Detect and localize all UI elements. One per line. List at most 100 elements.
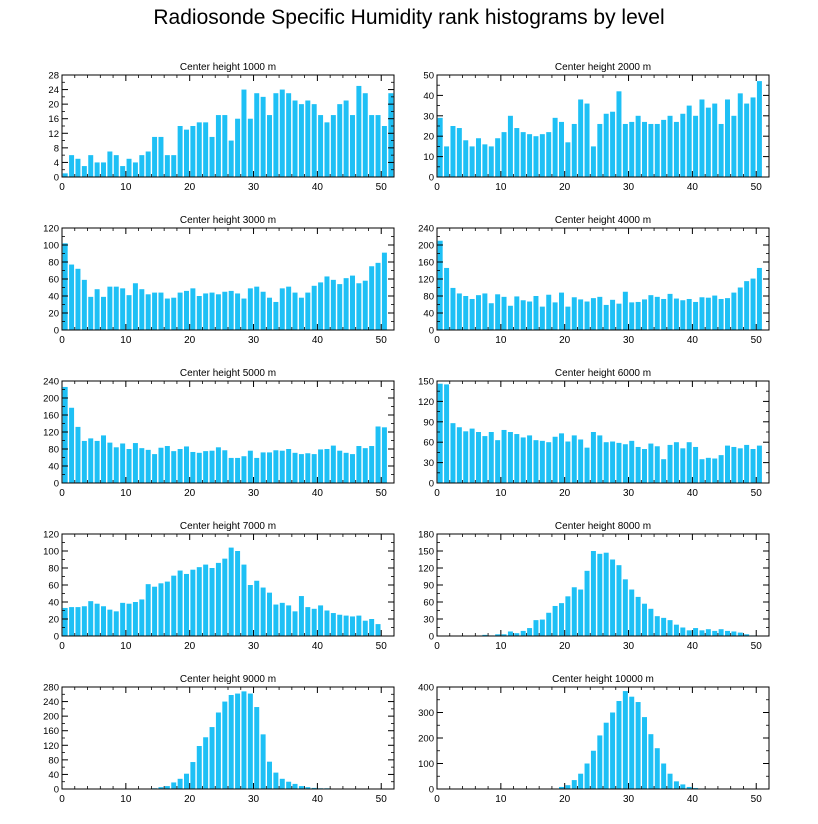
histogram-bar	[381, 252, 387, 330]
histogram-bar	[298, 786, 304, 789]
histogram-bar	[476, 295, 481, 330]
x-tick-label: 50	[376, 641, 388, 652]
histogram-bar	[693, 628, 699, 636]
histogram-bar	[725, 99, 730, 177]
histogram-bar	[381, 427, 387, 483]
x-tick-label: 10	[120, 794, 132, 805]
histogram-bar	[107, 286, 113, 330]
histogram-bar	[235, 293, 241, 330]
histogram-bar	[705, 107, 711, 177]
histogram-bar	[520, 437, 526, 483]
histogram-bar	[590, 432, 596, 483]
histogram-bar	[247, 693, 253, 789]
histogram-bar	[113, 611, 119, 636]
histogram-bar	[203, 564, 209, 636]
panel-title: Center height 5000 m	[180, 368, 276, 379]
histogram-bar	[152, 292, 158, 330]
histogram-bar	[667, 444, 673, 483]
histogram-bar	[69, 264, 75, 330]
histogram-bar	[267, 761, 272, 789]
x-tick-label: 20	[559, 182, 571, 193]
histogram-bar	[661, 298, 667, 330]
histogram-bar	[546, 612, 552, 636]
histogram-bar	[337, 284, 343, 330]
y-tick-label: 240	[43, 377, 59, 388]
plot-frame	[436, 533, 770, 637]
x-tick-label: 10	[120, 488, 132, 499]
histogram-bar	[101, 162, 106, 177]
x-tick-label: 50	[751, 335, 763, 346]
histogram-bar	[120, 166, 126, 177]
histogram-panel-3: Center height 3000 m 0 10 20 30 40 50 0 20 40 60 80…	[43, 215, 395, 346]
histogram-bar	[375, 624, 381, 636]
histogram-bar	[705, 629, 711, 636]
histogram-bar	[610, 712, 616, 789]
x-tick-label: 20	[184, 488, 196, 499]
histogram-bar	[622, 691, 628, 789]
x-tick-label: 40	[312, 488, 324, 499]
y-tick-label: 240	[418, 224, 434, 235]
histogram-bar	[539, 440, 545, 483]
histogram-panel-7: Center height 7000 m 0 10 20 30 40 50 0 20 40 60 80…	[43, 521, 395, 652]
histogram-bar	[139, 155, 145, 177]
histogram-bar	[482, 293, 488, 330]
histogram-bar	[222, 115, 228, 177]
histogram-bar	[203, 122, 209, 177]
histogram-bar	[388, 93, 394, 177]
histogram-bar	[539, 134, 545, 177]
x-tick-label: 0	[434, 794, 440, 805]
y-tick-label: 120	[418, 275, 434, 286]
x-tick-label: 40	[687, 488, 699, 499]
x-tick-label: 10	[495, 335, 507, 346]
histogram-bar	[247, 585, 253, 636]
histogram-bar	[152, 586, 158, 636]
panel-title: Center height 2000 m	[555, 62, 651, 73]
histogram-bar	[476, 432, 481, 483]
histogram-bar	[164, 581, 170, 636]
histogram-bar	[260, 734, 266, 789]
histogram-bar	[177, 449, 183, 483]
y-tick-label: 200	[418, 734, 434, 745]
histogram-bar	[552, 302, 558, 331]
histogram-bar	[81, 279, 87, 330]
histogram-bar	[305, 453, 311, 483]
x-tick-label: 20	[559, 794, 571, 805]
histogram-bar	[673, 298, 679, 330]
y-tick-label: 20	[48, 100, 59, 111]
histogram-bar	[642, 717, 647, 789]
histogram-bar	[139, 599, 145, 636]
histogram-bar	[62, 607, 68, 636]
histogram-bar	[584, 447, 590, 483]
histogram-bar	[273, 772, 279, 789]
histogram-bar	[737, 93, 743, 177]
x-tick-label: 30	[248, 794, 260, 805]
y-tick-label: 80	[48, 755, 59, 766]
histogram-bar	[273, 604, 279, 636]
histogram-bar	[62, 243, 68, 330]
histogram-bar	[501, 132, 507, 177]
histogram-bar	[203, 737, 209, 789]
histogram-bar	[305, 292, 311, 330]
histogram-bar	[520, 132, 526, 177]
histogram-panel-2: Center height 2000 m 0 10 20 30 40 50 0 10 20 30 40…	[423, 62, 770, 193]
histogram-bar	[298, 454, 304, 483]
histogram-bar	[337, 104, 343, 177]
histogram-bar	[635, 301, 641, 330]
histogram-bar	[642, 299, 647, 330]
x-tick-label: 0	[59, 794, 65, 805]
histogram-bar	[635, 446, 641, 483]
histogram-bar	[107, 609, 113, 636]
histogram-bar	[507, 115, 513, 177]
histogram-bar	[171, 155, 177, 177]
histogram-bar	[584, 103, 590, 177]
histogram-bar	[578, 773, 584, 789]
histogram-bar	[228, 547, 234, 636]
y-tick-label: 60	[423, 598, 434, 609]
histogram-bar	[469, 298, 475, 330]
histogram-bar	[463, 140, 469, 177]
histogram-bar	[635, 115, 641, 177]
histogram-bar	[267, 592, 272, 636]
x-tick-label: 10	[495, 488, 507, 499]
panel-title: Center height 7000 m	[180, 521, 276, 532]
x-tick-label: 40	[687, 641, 699, 652]
